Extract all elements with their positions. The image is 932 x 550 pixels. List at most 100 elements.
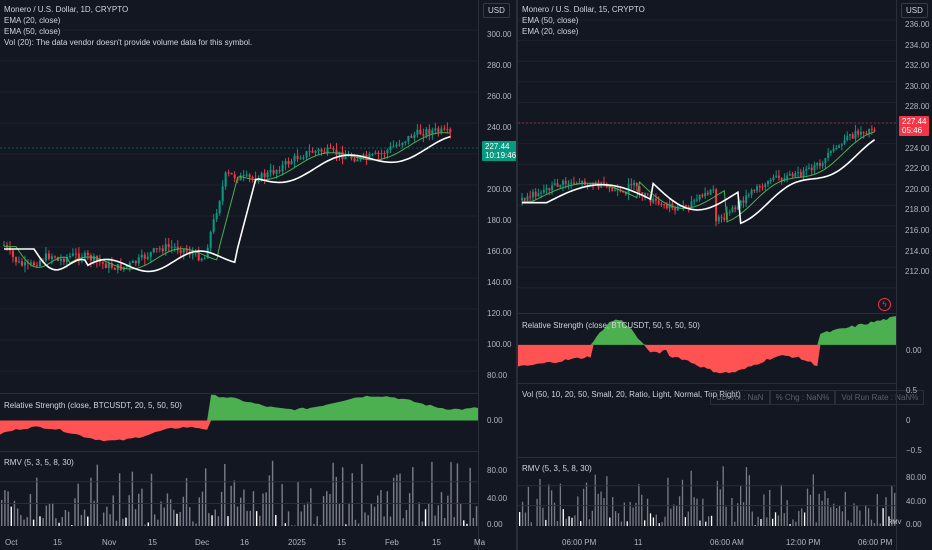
candle-body: [728, 211, 731, 213]
left-ema20-label[interactable]: EMA (20, close): [4, 16, 61, 25]
lightning-alert-icon[interactable]: ϟ: [878, 298, 891, 311]
rmv-bar: [319, 524, 322, 526]
right-price-tick: 220.00: [905, 184, 930, 194]
right-vol-tick: 0: [906, 416, 911, 425]
candle-body: [311, 151, 314, 153]
time-tick: Feb: [385, 538, 399, 547]
left-symbol-title[interactable]: Monero / U.S. Dollar, 1D, CRYPTO: [4, 5, 129, 14]
right-ema20-label[interactable]: EMA (20, close): [522, 27, 579, 36]
rmv-bar: [64, 510, 67, 526]
left-chart-pane[interactable]: Monero / U.S. Dollar, 1D, CRYPTO EMA (20…: [0, 0, 520, 550]
rmv-bar: [612, 497, 614, 526]
candle-body: [350, 155, 353, 159]
candle-body: [20, 261, 24, 266]
rmv-bar: [519, 512, 521, 526]
right-vol-label[interactable]: Vol (50, 10, 20, 50, Small, 20, Ratio, L…: [522, 390, 741, 399]
candle-body: [431, 130, 434, 135]
right-ema50-label[interactable]: EMA (50, close): [522, 16, 579, 25]
left-rmv-label[interactable]: RMV (5, 3, 5, 8, 30): [4, 458, 74, 467]
candle-body: [575, 183, 578, 185]
right-pane-separator-3[interactable]: [518, 457, 896, 458]
rmv-bar: [469, 467, 471, 526]
candle-body: [769, 179, 772, 181]
candle-body: [308, 151, 311, 153]
left-pane-separator-2[interactable]: [0, 451, 478, 452]
right-currency-button[interactable]: USD: [901, 3, 928, 18]
rmv-bar: [437, 505, 440, 526]
candle-body: [545, 188, 548, 190]
candle-body: [2, 244, 6, 246]
time-tick: Dec: [195, 538, 210, 547]
right-rs-label[interactable]: Relative Strength (close, BTCUSDT, 50, 5…: [522, 321, 700, 330]
candle-body: [816, 162, 819, 166]
right-pane-separator-1[interactable]: [518, 313, 896, 314]
candle-body: [829, 151, 832, 153]
left-volume-label[interactable]: Vol (20): The data vendor doesn't provid…: [4, 38, 253, 47]
candle-body: [368, 154, 371, 159]
candle-body: [248, 174, 251, 178]
rmv-bar: [545, 519, 547, 526]
candle-body: [750, 189, 753, 195]
rmv-bar: [39, 516, 41, 526]
rmv-bar: [255, 511, 258, 526]
right-chart-canvas[interactable]: [518, 0, 896, 550]
rmv-bar: [652, 517, 655, 526]
rmv-bar: [673, 504, 675, 526]
left-pane-separator-1[interactable]: [0, 393, 478, 394]
candle-body: [644, 193, 646, 196]
rmv-bar: [1, 499, 3, 526]
candle-body: [398, 144, 401, 146]
candle-body: [736, 205, 739, 210]
rmv-bar: [841, 511, 844, 526]
candle-body: [137, 257, 140, 264]
right-price-tick: 214.00: [905, 246, 930, 256]
candle-body: [775, 175, 778, 178]
candle-body: [556, 183, 559, 187]
candle-body: [758, 186, 761, 188]
rmv-bar: [617, 513, 620, 526]
candle-body: [128, 262, 131, 267]
ema50-line: [522, 139, 876, 225]
candle-body: [362, 154, 365, 157]
candle-body: [663, 204, 666, 206]
pane-divider[interactable]: [516, 0, 518, 550]
rmv-bar: [373, 506, 376, 526]
right-rmv-label[interactable]: RMV (5, 3, 5, 8, 30): [522, 464, 592, 473]
time-tick: 15: [337, 538, 346, 547]
rmv-bar: [862, 524, 864, 526]
rmv-bar: [568, 516, 570, 526]
rmv-bar: [649, 513, 652, 526]
right-price-scale[interactable]: USD 236.00234.00232.00230.00228.00226.00…: [896, 0, 932, 550]
candle-body: [652, 198, 655, 203]
left-price-scale[interactable]: USD 300.00280.00260.00240.00220.00200.00…: [478, 0, 520, 550]
rmv-bar: [524, 512, 527, 526]
rmv-bar: [380, 489, 382, 526]
time-tick: 2025: [288, 538, 306, 547]
candle-body: [377, 152, 380, 154]
left-currency-button[interactable]: USD: [483, 3, 510, 18]
right-pane-separator-2[interactable]: [518, 383, 896, 384]
left-ema50-label[interactable]: EMA (50, close): [4, 27, 61, 36]
rmv-bar: [856, 505, 858, 526]
candle-body: [747, 194, 750, 196]
candle-body: [302, 157, 305, 159]
candle-body: [356, 159, 359, 162]
left-rs-label[interactable]: Relative Strength (close, BTCUSDT, 20, 5…: [4, 401, 182, 410]
rmv-bar: [354, 519, 357, 526]
time-tick: 06:00 AM: [710, 538, 744, 547]
right-chart-pane[interactable]: Monero / U.S. Dollar, 15, CRYPTO EMA (50…: [518, 0, 932, 550]
candle-body: [835, 148, 838, 150]
rmv-bar: [173, 509, 175, 526]
rmv-bar: [106, 506, 108, 526]
rmv-bar: [370, 503, 373, 526]
rmv-bar: [118, 473, 121, 526]
left-chart-canvas[interactable]: [0, 0, 478, 550]
right-symbol-title[interactable]: Monero / U.S. Dollar, 15, CRYPTO: [522, 5, 645, 14]
candle-body: [107, 263, 110, 269]
rmv-bar: [894, 492, 896, 526]
rmv-bar: [751, 511, 753, 526]
candle-body: [534, 191, 537, 197]
left-price-tick: 200.00: [487, 185, 512, 194]
candle-body: [633, 182, 636, 186]
candle-body: [182, 249, 185, 253]
